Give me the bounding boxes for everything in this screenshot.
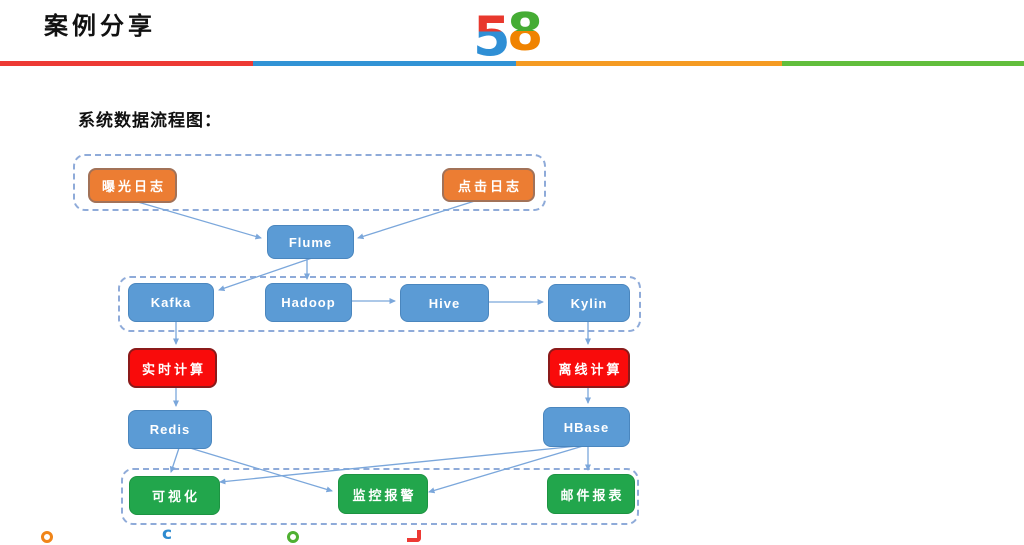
node-label: Hadoop	[281, 295, 336, 310]
node-realtime-compute: 实时计算	[128, 348, 217, 388]
footer-green-ring-icon	[287, 531, 299, 543]
node-offline-compute: 离线计算	[548, 348, 630, 388]
page-title: 案例分享	[44, 11, 156, 40]
node-redis: Redis	[128, 410, 212, 449]
group-log-sources	[73, 154, 546, 211]
node-label: Hive	[428, 295, 461, 311]
node-label: 实时计算	[141, 361, 206, 377]
node-exposure-log: 曝光日志	[88, 168, 177, 203]
node-kafka: Kafka	[128, 283, 214, 322]
node-visualization: 可视化	[129, 476, 220, 515]
node-label: Redis	[149, 422, 191, 437]
node-label: 邮件报表	[560, 487, 625, 503]
node-label: 可视化	[151, 489, 200, 504]
diagram-title: 系统数据流程图：	[78, 111, 222, 130]
node-label: Flume	[288, 234, 333, 250]
node-label: 监控报警	[352, 487, 417, 503]
divider-segment-orange	[516, 61, 782, 66]
node-hbase: HBase	[543, 407, 630, 447]
node-hadoop: Hadoop	[265, 283, 352, 322]
node-label: HBase	[563, 419, 610, 435]
logo-digit-8: 8	[507, 4, 543, 62]
node-flume: Flume	[267, 225, 354, 259]
node-label: 曝光日志	[101, 179, 166, 194]
logo-digit-5: 5	[473, 5, 511, 62]
footer-red-corner-icon	[407, 530, 421, 542]
divider-segment-blue	[253, 61, 516, 66]
divider-bar	[0, 61, 1024, 66]
node-mail-report: 邮件报表	[547, 474, 635, 514]
footer-orange-ring-icon	[41, 531, 53, 543]
node-click-log: 点击日志	[442, 168, 535, 202]
node-label: 离线计算	[558, 361, 623, 377]
footer-blue-c-icon: c	[162, 524, 173, 544]
divider-segment-green	[782, 61, 1024, 66]
node-kylin: Kylin	[548, 284, 630, 322]
divider-segment-red	[0, 61, 253, 66]
node-monitor-alert: 监控报警	[338, 474, 428, 514]
node-hive: Hive	[400, 284, 489, 322]
group-ingest-layer	[118, 276, 641, 332]
node-label: Kylin	[570, 295, 608, 311]
58-logo-icon: 5 8	[473, 4, 543, 62]
node-label: 点击日志	[457, 178, 522, 194]
node-label: Kafka	[150, 295, 192, 310]
